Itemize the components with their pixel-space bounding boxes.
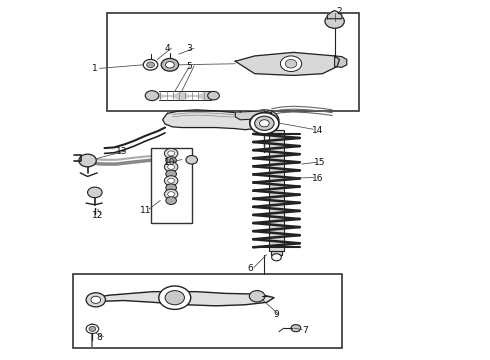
Circle shape — [166, 184, 176, 192]
Polygon shape — [88, 292, 274, 306]
Text: 11: 11 — [140, 206, 151, 215]
Circle shape — [250, 113, 279, 134]
Circle shape — [166, 62, 174, 68]
Text: 4: 4 — [165, 44, 171, 53]
Circle shape — [249, 291, 265, 302]
Circle shape — [168, 151, 174, 156]
Circle shape — [143, 59, 158, 70]
Circle shape — [164, 176, 178, 186]
Circle shape — [250, 110, 279, 131]
Circle shape — [89, 327, 96, 331]
Circle shape — [255, 116, 274, 130]
Circle shape — [165, 291, 184, 305]
Circle shape — [168, 178, 174, 183]
Circle shape — [91, 296, 100, 303]
Circle shape — [271, 254, 281, 261]
Text: 10: 10 — [164, 158, 175, 167]
Bar — [73, 274, 342, 348]
Circle shape — [285, 59, 297, 68]
Text: 8: 8 — [97, 333, 102, 342]
Text: 3: 3 — [186, 44, 192, 53]
Circle shape — [145, 91, 159, 100]
Text: 1: 1 — [92, 64, 98, 73]
Circle shape — [208, 91, 220, 100]
Circle shape — [168, 165, 174, 169]
Text: 9: 9 — [273, 310, 279, 319]
Bar — [107, 13, 359, 111]
Circle shape — [86, 324, 98, 333]
Text: 16: 16 — [312, 174, 323, 183]
Text: 7: 7 — [303, 326, 308, 335]
Circle shape — [88, 187, 102, 198]
Text: 5: 5 — [186, 62, 192, 71]
Circle shape — [280, 56, 302, 72]
Circle shape — [86, 293, 105, 307]
Bar — [269, 130, 284, 251]
Circle shape — [147, 62, 154, 68]
Text: 2: 2 — [337, 7, 343, 16]
Circle shape — [166, 197, 176, 204]
Text: 6: 6 — [247, 264, 253, 273]
Text: 12: 12 — [92, 211, 103, 220]
Circle shape — [164, 189, 178, 199]
Polygon shape — [335, 56, 347, 67]
Text: 15: 15 — [315, 158, 326, 167]
Circle shape — [164, 162, 178, 172]
Circle shape — [186, 156, 197, 164]
Bar — [270, 251, 282, 255]
Circle shape — [260, 120, 269, 127]
Circle shape — [164, 148, 178, 158]
Circle shape — [159, 286, 191, 309]
Circle shape — [168, 192, 174, 197]
Text: 13: 13 — [116, 147, 127, 156]
Circle shape — [291, 325, 301, 332]
Circle shape — [79, 154, 96, 167]
Polygon shape — [163, 110, 274, 130]
Circle shape — [161, 58, 179, 71]
Polygon shape — [235, 111, 271, 120]
Polygon shape — [235, 53, 340, 76]
Bar — [150, 148, 192, 222]
Circle shape — [166, 157, 176, 165]
Polygon shape — [327, 10, 342, 19]
Circle shape — [166, 170, 176, 178]
Circle shape — [325, 14, 344, 28]
Circle shape — [256, 114, 273, 127]
Text: 14: 14 — [312, 126, 323, 135]
